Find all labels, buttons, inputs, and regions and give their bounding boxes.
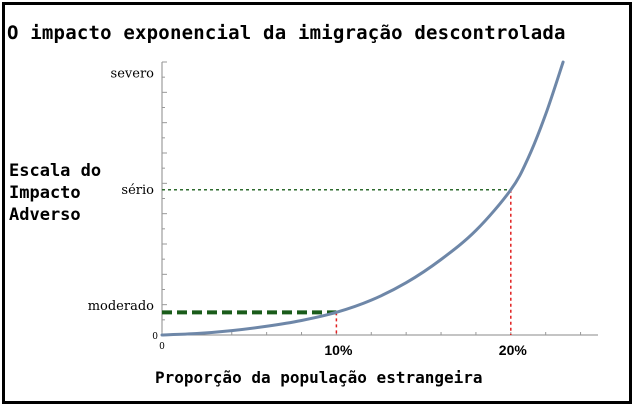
y-tick-label: severo <box>111 67 155 82</box>
y-tick-label: 0 <box>152 332 158 342</box>
y-tick-label: sério <box>121 183 154 198</box>
impact-curve-line <box>160 60 565 337</box>
x-tick-label: 20% <box>499 342 528 358</box>
chart-frame <box>2 2 632 404</box>
y-axis-label: Escala do Impacto Adverso <box>9 161 102 225</box>
chart-title: O impacto exponencial da imigração desco… <box>7 22 566 44</box>
y-tick-label: moderado <box>88 299 154 314</box>
x-tick-label: 0 <box>159 342 165 352</box>
x-tick-label: 10% <box>324 342 353 358</box>
x-axis-label: Proporção da população estrangeira <box>155 368 483 387</box>
